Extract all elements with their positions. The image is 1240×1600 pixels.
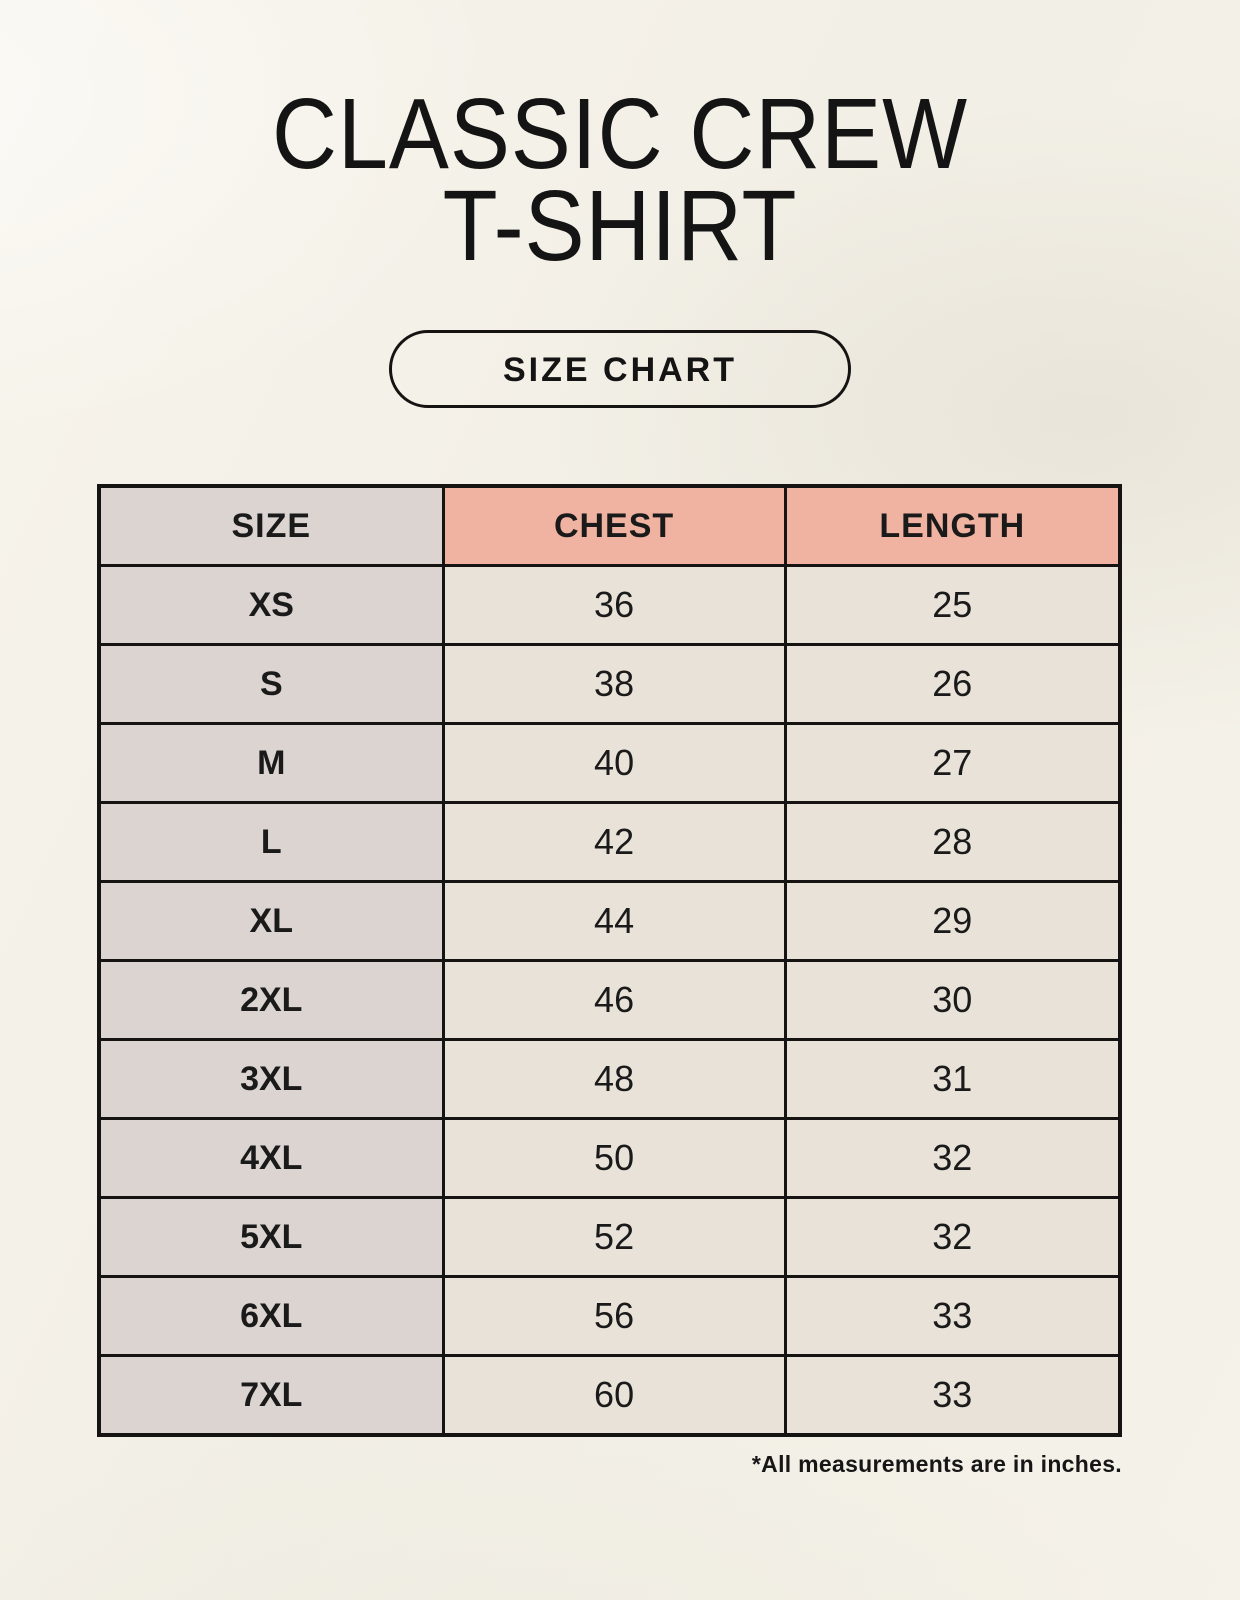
table-row: 3XL 48 31 xyxy=(97,1038,1122,1120)
size-cell: 7XL xyxy=(97,1354,445,1437)
chest-cell: 44 xyxy=(441,880,787,962)
length-cell: 30 xyxy=(783,959,1122,1041)
table-row: 4XL 50 32 xyxy=(97,1117,1122,1199)
chest-cell: 40 xyxy=(441,722,787,804)
chest-cell: 52 xyxy=(441,1196,787,1278)
length-cell: 32 xyxy=(783,1117,1122,1199)
length-cell: 29 xyxy=(783,880,1122,962)
measurements-footnote: *All measurements are in inches. xyxy=(751,1451,1122,1477)
table-row: 5XL 52 32 xyxy=(97,1196,1122,1278)
length-cell: 27 xyxy=(783,722,1122,804)
chest-cell: 50 xyxy=(441,1117,787,1199)
page-title-line-1: CLASSIC CREW xyxy=(272,78,968,190)
length-cell: 25 xyxy=(783,564,1122,646)
table-row: L 42 28 xyxy=(97,801,1122,883)
length-cell: 33 xyxy=(783,1354,1122,1437)
column-header-chest: CHEST xyxy=(441,484,787,567)
size-cell: XL xyxy=(97,880,445,962)
page-title-line-2: T-SHIRT xyxy=(442,170,798,282)
table-row: 6XL 56 33 xyxy=(97,1275,1122,1357)
chest-cell: 36 xyxy=(441,564,787,646)
size-cell: 3XL xyxy=(97,1038,445,1120)
length-cell: 32 xyxy=(783,1196,1122,1278)
column-header-length: LENGTH xyxy=(783,484,1122,567)
chest-cell: 46 xyxy=(441,959,787,1041)
table-row: XS 36 25 xyxy=(97,564,1122,646)
table-header-row: SIZE CHEST LENGTH xyxy=(97,484,1122,567)
column-header-size: SIZE xyxy=(97,484,445,567)
size-chart-button[interactable]: SIZE CHART xyxy=(389,330,851,408)
chest-cell: 60 xyxy=(441,1354,787,1437)
length-cell: 26 xyxy=(783,643,1122,725)
page-title: CLASSIC CREW T-SHIRT xyxy=(62,78,1178,282)
table-row: XL 44 29 xyxy=(97,880,1122,962)
size-cell: 4XL xyxy=(97,1117,445,1199)
table-row: 7XL 60 33 xyxy=(97,1354,1122,1437)
length-cell: 33 xyxy=(783,1275,1122,1357)
size-cell: S xyxy=(97,643,445,725)
size-cell: 5XL xyxy=(97,1196,445,1278)
size-chart-table: SIZE CHEST LENGTH XS 36 25 S 38 26 M 40 … xyxy=(97,484,1122,1437)
chest-cell: 56 xyxy=(441,1275,787,1357)
length-cell: 28 xyxy=(783,801,1122,883)
table-row: M 40 27 xyxy=(97,722,1122,804)
size-cell: 2XL xyxy=(97,959,445,1041)
chest-cell: 42 xyxy=(441,801,787,883)
chest-cell: 38 xyxy=(441,643,787,725)
size-cell: 6XL xyxy=(97,1275,445,1357)
table-row: 2XL 46 30 xyxy=(97,959,1122,1041)
table-row: S 38 26 xyxy=(97,643,1122,725)
size-cell: XS xyxy=(97,564,445,646)
chest-cell: 48 xyxy=(441,1038,787,1120)
size-cell: M xyxy=(97,722,445,804)
length-cell: 31 xyxy=(783,1038,1122,1120)
size-cell: L xyxy=(97,801,445,883)
